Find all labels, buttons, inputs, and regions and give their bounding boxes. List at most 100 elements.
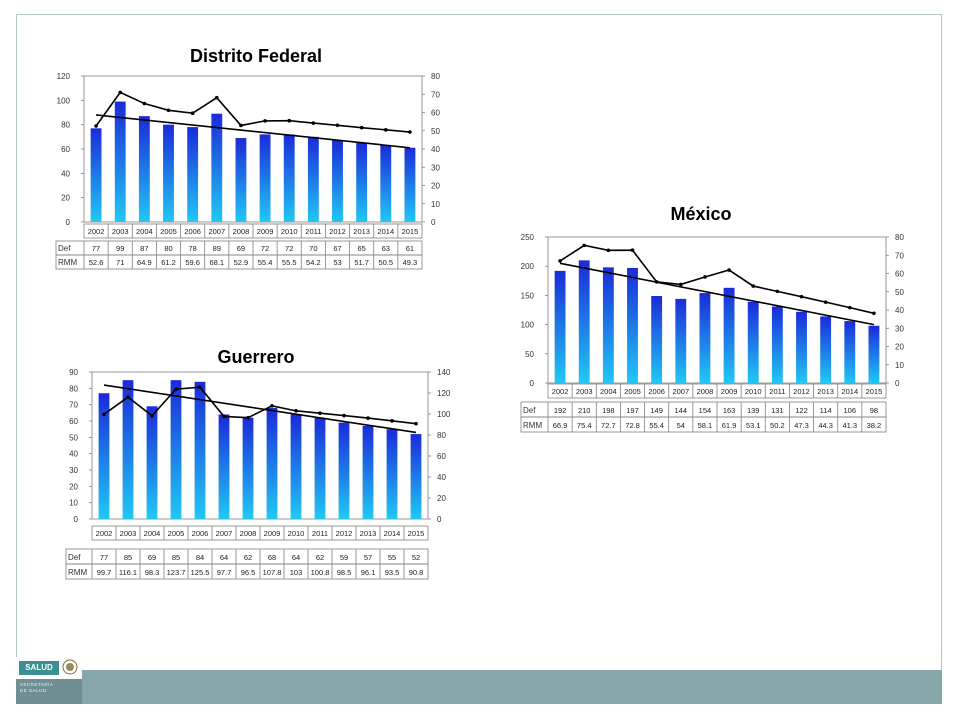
- table-cell: 100.8: [311, 568, 330, 577]
- table-cell: 149: [650, 406, 663, 415]
- table-cell: 106: [844, 406, 857, 415]
- rmm-point-2009: [727, 268, 731, 272]
- left-tick-label: 120: [57, 72, 71, 81]
- table-cell: 123.7: [167, 568, 186, 577]
- bar-2012: [796, 311, 807, 383]
- table-cell: 53: [333, 258, 341, 267]
- table-cell: 61.2: [161, 258, 176, 267]
- table-cell: 62: [316, 553, 324, 562]
- table-cell: 154: [699, 406, 712, 415]
- table-row-label: RMM: [523, 421, 542, 430]
- table-cell: 99.7: [97, 568, 112, 577]
- table-row-RMM: [65, 563, 429, 580]
- category-label-2009: 2009: [721, 387, 738, 396]
- right-tick-label: 80: [431, 72, 440, 81]
- bar-2005: [627, 267, 638, 383]
- right-tick-label: 0: [895, 379, 900, 388]
- table-cell: 49.3: [403, 258, 418, 267]
- category-label-2008: 2008: [697, 387, 714, 396]
- table-cell: 61: [406, 244, 414, 253]
- chart-title-mexico: México: [670, 204, 731, 224]
- category-label-2013: 2013: [817, 387, 834, 396]
- left-tick-label: 0: [66, 218, 71, 227]
- category-label-2005: 2005: [624, 387, 641, 396]
- table-row-RMM: [520, 416, 887, 433]
- rmm-point-2008: [239, 123, 243, 128]
- rmm-point-2014: [383, 128, 388, 132]
- category-label-2006: 2006: [192, 529, 209, 538]
- logo-subtitle-2: DE SALUD: [20, 688, 47, 693]
- rmm-point-2015: [872, 311, 876, 316]
- rmm-point-2006: [190, 111, 195, 116]
- rmm-point-2010: [294, 409, 298, 413]
- category-label-2014: 2014: [841, 387, 858, 396]
- left-tick-label: 200: [521, 262, 535, 271]
- table-cell: 198: [602, 406, 615, 415]
- table-cell: 59.6: [185, 258, 200, 267]
- plot-frame: [83, 75, 423, 223]
- category-label-2005: 2005: [168, 529, 185, 538]
- right-tick-label: 60: [437, 452, 446, 461]
- table-cell: 197: [626, 406, 639, 415]
- footer-band: [16, 670, 942, 704]
- category-label-2003: 2003: [112, 227, 129, 236]
- table-cell: 52.6: [89, 258, 104, 267]
- table-cell: 59: [340, 553, 348, 562]
- plot-frame: [91, 371, 429, 520]
- table-cell: 125.5: [191, 568, 210, 577]
- bar-2011: [314, 417, 326, 519]
- table-cell: 63: [382, 244, 390, 253]
- table-cell: 44.3: [818, 421, 833, 430]
- table-cell: 90.8: [409, 568, 424, 577]
- rmm-point-2008: [246, 415, 250, 420]
- left-tick-label: 50: [69, 433, 78, 442]
- bar-2009: [259, 134, 271, 222]
- category-label-2006: 2006: [184, 227, 201, 236]
- trendline: [95, 114, 411, 149]
- table-cell: 84: [196, 553, 204, 562]
- category-label-2003: 2003: [576, 387, 593, 396]
- right-tick-label: 60: [895, 270, 904, 279]
- table-cell: 51.7: [354, 258, 369, 267]
- table-cell: 66.9: [553, 421, 568, 430]
- bar-2002: [90, 128, 102, 222]
- bar-2009: [723, 287, 735, 383]
- table-row-label: Def: [523, 406, 536, 415]
- left-tick-label: 250: [521, 233, 535, 242]
- table-cell: 131: [771, 406, 784, 415]
- bar-2015: [868, 325, 880, 383]
- table-cell: 96.1: [361, 568, 376, 577]
- rmm-point-2002: [94, 124, 98, 128]
- table-cell: 69: [148, 553, 156, 562]
- left-tick-label: 100: [57, 96, 71, 105]
- bar-2012: [338, 422, 350, 519]
- left-tick-label: 60: [61, 145, 70, 154]
- rmm-point-2003: [126, 395, 130, 399]
- table-cell: 55.4: [649, 421, 664, 430]
- table-cell: 116.1: [119, 568, 137, 577]
- table-cell: 72: [261, 244, 269, 253]
- rmm-point-2005: [630, 248, 635, 252]
- category-label-2014: 2014: [384, 529, 401, 538]
- bar-2002: [98, 393, 110, 519]
- table-cell: 77: [92, 244, 100, 253]
- table-cell: 61.9: [722, 421, 737, 430]
- right-tick-label: 20: [895, 343, 904, 352]
- table-cell: 69: [237, 244, 245, 253]
- table-cell: 98.5: [337, 568, 352, 577]
- table-cell: 67: [333, 244, 341, 253]
- bar-2010: [747, 301, 759, 383]
- trendline: [559, 262, 875, 326]
- table-row-label: RMM: [58, 258, 77, 267]
- table-cell: 50.2: [770, 421, 785, 430]
- left-tick-label: 50: [525, 350, 534, 359]
- table-cell: 53.1: [746, 421, 761, 430]
- rmm-point-2011: [775, 289, 780, 294]
- category-label-2005: 2005: [160, 227, 177, 236]
- salud-logo-label: SALUD: [19, 661, 59, 675]
- left-tick-label: 20: [69, 482, 78, 491]
- table-cell: 65: [357, 244, 365, 253]
- rmm-line: [103, 386, 417, 425]
- category-label-2009: 2009: [257, 227, 274, 236]
